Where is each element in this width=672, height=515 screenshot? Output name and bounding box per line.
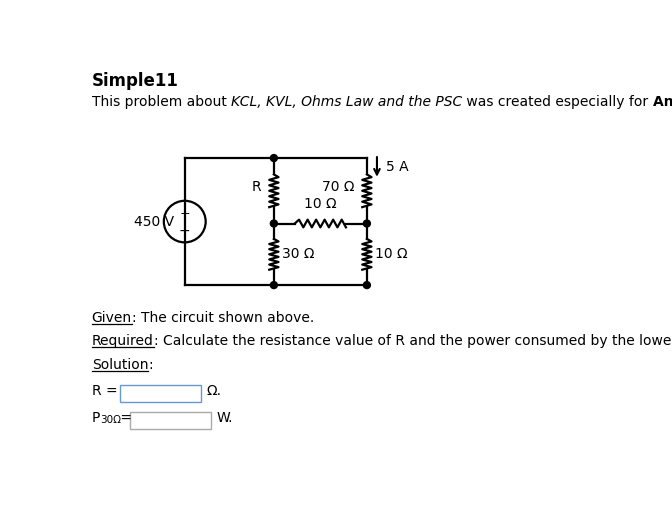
Text: was created especially for: was created especially for	[462, 95, 653, 109]
Text: W.: W.	[217, 410, 233, 424]
Text: 70 Ω: 70 Ω	[322, 180, 354, 194]
Circle shape	[364, 282, 370, 288]
Text: 10 Ω: 10 Ω	[304, 197, 337, 211]
Text: −: −	[179, 224, 191, 238]
Circle shape	[270, 220, 278, 227]
Text: KCL, KVL, Ohms Law and the PSC: KCL, KVL, Ohms Law and the PSC	[231, 95, 462, 109]
Text: Solution: Solution	[92, 358, 149, 372]
FancyBboxPatch shape	[130, 412, 212, 429]
FancyBboxPatch shape	[120, 385, 201, 402]
Text: 10 Ω: 10 Ω	[374, 247, 407, 261]
Text: This problem about: This problem about	[92, 95, 231, 109]
Text: : Calculate the resistance value of R and the power consumed by the lower left 3: : Calculate the resistance value of R an…	[154, 334, 672, 348]
Text: :: :	[149, 358, 153, 372]
Text: R: R	[252, 180, 261, 194]
Text: 450 V: 450 V	[134, 215, 174, 229]
Circle shape	[364, 220, 370, 227]
Text: 5 A: 5 A	[386, 160, 409, 174]
Circle shape	[270, 154, 278, 162]
Text: +: +	[179, 208, 190, 220]
Text: P: P	[92, 410, 100, 424]
Text: 30Ω: 30Ω	[100, 415, 121, 425]
Text: Simple11: Simple11	[92, 72, 179, 90]
Text: : The circuit shown above.: : The circuit shown above.	[132, 311, 314, 324]
Text: 30 Ω: 30 Ω	[282, 247, 314, 261]
Text: Ω.: Ω.	[206, 384, 222, 398]
Text: Given: Given	[92, 311, 132, 324]
Text: R =: R =	[92, 384, 122, 398]
Circle shape	[270, 282, 278, 288]
Text: Required: Required	[92, 334, 154, 348]
Text: Andrew Epps: Andrew Epps	[653, 95, 672, 109]
Text: =: =	[116, 410, 136, 424]
